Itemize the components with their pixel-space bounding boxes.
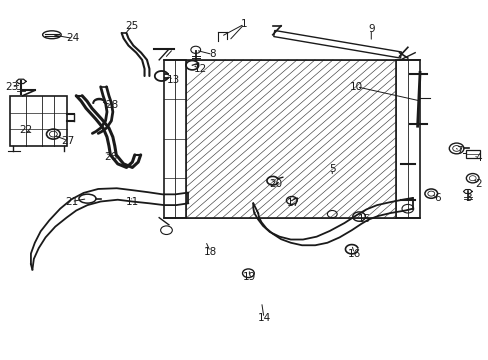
Text: 12: 12: [194, 64, 207, 74]
Text: 25: 25: [125, 21, 139, 31]
Text: 20: 20: [269, 179, 282, 189]
Text: 3: 3: [465, 193, 471, 203]
Text: 8: 8: [209, 49, 216, 59]
Text: 14: 14: [257, 313, 270, 323]
Text: 27: 27: [61, 136, 75, 145]
Bar: [465, 150, 479, 158]
Text: 19: 19: [242, 272, 256, 282]
Text: 1: 1: [241, 19, 247, 29]
Text: 6: 6: [433, 193, 440, 203]
Text: 21: 21: [64, 197, 78, 207]
Bar: [185, 60, 395, 218]
Text: 15: 15: [357, 215, 370, 224]
Text: 2: 2: [474, 179, 481, 189]
Text: 7: 7: [455, 146, 462, 156]
Polygon shape: [273, 31, 401, 58]
Bar: [163, 60, 185, 218]
Text: 28: 28: [105, 100, 118, 110]
Text: 24: 24: [66, 33, 80, 43]
Text: 9: 9: [367, 24, 374, 35]
Text: 16: 16: [347, 248, 360, 258]
Text: 11: 11: [125, 197, 139, 207]
Text: 5: 5: [328, 164, 335, 174]
Bar: [10, 96, 66, 146]
Text: 23: 23: [5, 82, 18, 92]
Text: 22: 22: [20, 125, 33, 135]
Text: 26: 26: [103, 152, 117, 162]
Text: 10: 10: [349, 82, 363, 92]
Text: 17: 17: [286, 198, 299, 208]
Bar: [395, 60, 419, 218]
Text: 4: 4: [474, 153, 481, 163]
Text: 13: 13: [167, 75, 180, 85]
Text: 18: 18: [203, 247, 217, 257]
